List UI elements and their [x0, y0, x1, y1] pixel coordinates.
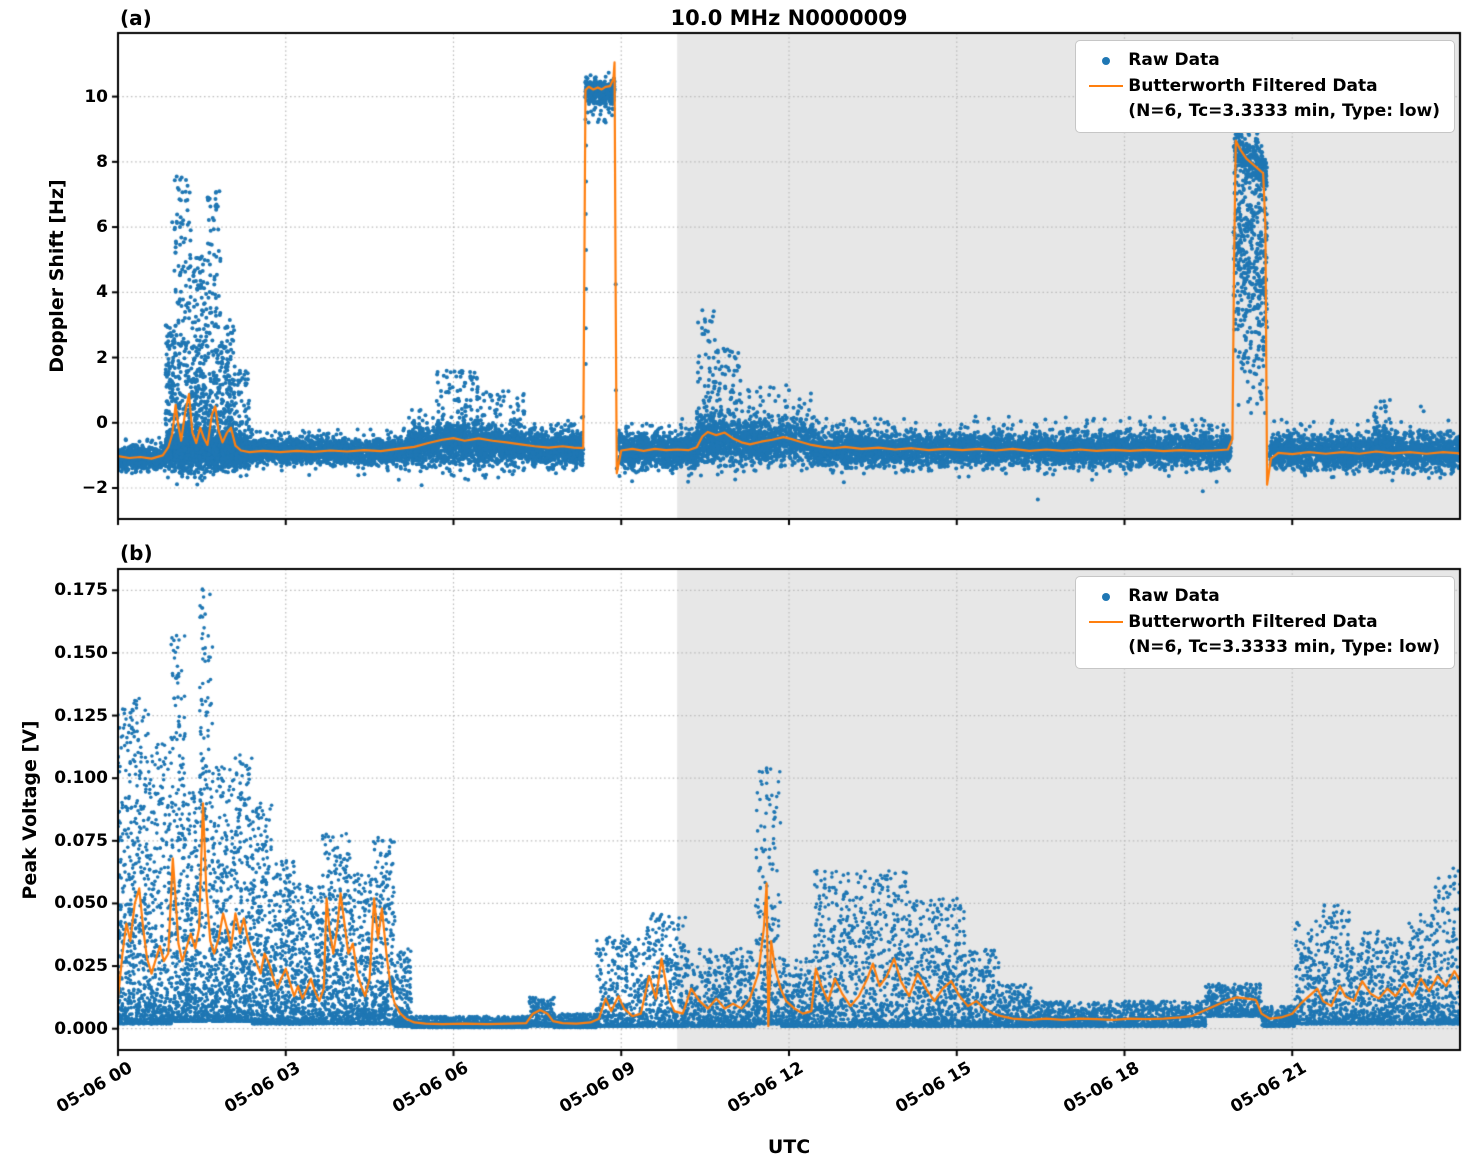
- legend-row-raw: Raw Data: [1084, 584, 1440, 610]
- y-axis-label-doppler: Doppler Shift [Hz]: [46, 179, 68, 373]
- y-tick-label: 0.125: [54, 705, 108, 726]
- y-tick-label: −2: [81, 478, 108, 498]
- legend-panel-b: Raw Data Butterworth Filtered Data (N=6,…: [1075, 576, 1455, 669]
- legend-filtered-label: Butterworth Filtered Data: [1128, 611, 1378, 632]
- filtered-line-icon: [1084, 85, 1128, 88]
- legend-raw-label: Raw Data: [1128, 586, 1220, 606]
- legend-row-raw: Raw Data: [1084, 48, 1440, 74]
- legend-raw-label: Raw Data: [1128, 50, 1220, 70]
- y-tick-label: 0.100: [54, 768, 108, 789]
- y-tick-label: 0.075: [54, 830, 108, 851]
- y-tick-label: 0.150: [54, 642, 108, 663]
- y-tick-label: 6: [96, 217, 108, 238]
- y-tick-label: 10: [84, 86, 108, 107]
- y-tick-label: 0: [96, 412, 108, 433]
- y-tick-label: 0.000: [54, 1018, 108, 1039]
- legend-row-filtered-sub: (N=6, Tc=3.3333 min, Type: low): [1084, 635, 1440, 661]
- figure-title: 10.0 MHz N0000009: [670, 6, 908, 30]
- raw-data-dot-icon: [1084, 592, 1128, 601]
- y-tick-label: 8: [96, 151, 108, 172]
- y-tick-label: 0.050: [54, 893, 108, 914]
- y-tick-label: 0.025: [54, 956, 108, 977]
- legend-row-filtered-sub: (N=6, Tc=3.3333 min, Type: low): [1084, 99, 1440, 125]
- panel-b-label: (b): [120, 541, 153, 565]
- legend-row-filtered: Butterworth Filtered Data: [1084, 610, 1440, 636]
- legend-row-filtered: Butterworth Filtered Data: [1084, 74, 1440, 100]
- legend-filtered-sublabel: (N=6, Tc=3.3333 min, Type: low): [1128, 101, 1440, 121]
- legend-panel-a: Raw Data Butterworth Filtered Data (N=6,…: [1075, 40, 1455, 133]
- raw-data-dot-icon: [1084, 56, 1128, 65]
- filtered-line-icon: [1084, 621, 1128, 624]
- y-tick-label: 2: [96, 347, 108, 368]
- x-axis-label: UTC: [767, 1136, 811, 1158]
- y-tick-label: 4: [96, 282, 108, 303]
- panel-a-label: (a): [120, 6, 152, 30]
- y-axis-label-voltage: Peak Voltage [V]: [19, 720, 41, 900]
- legend-filtered-sublabel: (N=6, Tc=3.3333 min, Type: low): [1128, 637, 1440, 657]
- legend-filtered-label: Butterworth Filtered Data: [1128, 75, 1378, 96]
- y-tick-label: 0.175: [54, 580, 108, 601]
